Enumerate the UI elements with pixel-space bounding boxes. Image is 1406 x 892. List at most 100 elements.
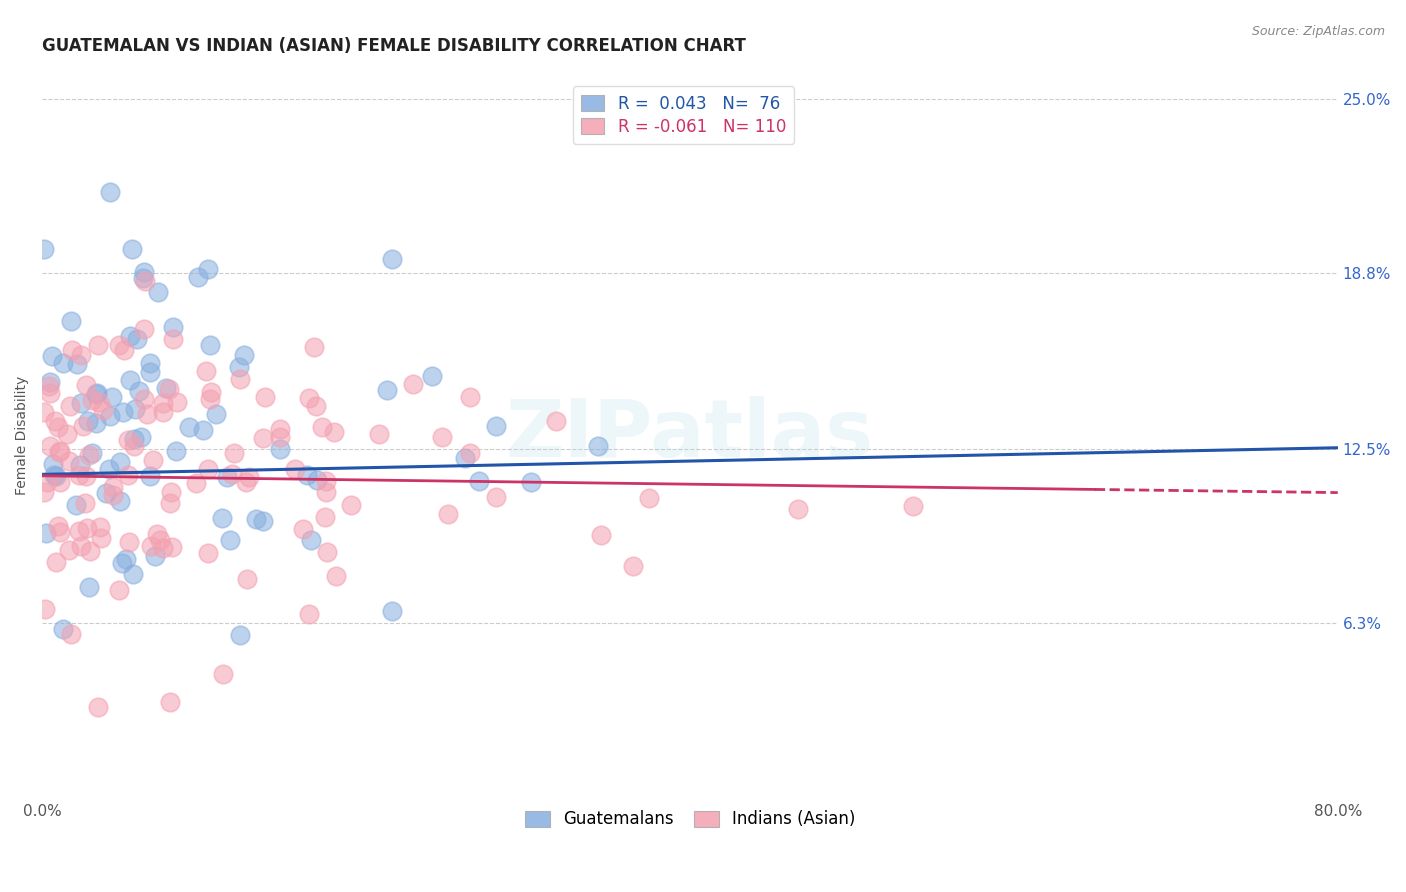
Point [139, 365, 162, 379]
Point [252, 514, 274, 528]
Point [402, 376, 425, 391]
Point [484, 491, 506, 505]
Point [118, 535, 141, 549]
Point [58, 542, 80, 557]
Point [149, 533, 172, 547]
Point [381, 252, 404, 266]
Point [292, 522, 315, 536]
Point [97, 461, 120, 475]
Point [58, 454, 80, 468]
Point [159, 695, 181, 709]
Point [90, 532, 112, 546]
Point [177, 420, 200, 434]
Point [297, 607, 319, 621]
Point [87, 338, 110, 352]
Point [48, 445, 70, 459]
Point [307, 473, 329, 487]
Point [432, 430, 454, 444]
Point [59, 399, 82, 413]
Point [340, 498, 363, 512]
Point [39, 386, 62, 401]
Point [229, 372, 252, 386]
Point [621, 559, 644, 574]
Point [160, 485, 183, 500]
Point [544, 414, 567, 428]
Point [122, 439, 145, 453]
Point [228, 360, 250, 375]
Point [98, 185, 121, 199]
Point [136, 407, 159, 421]
Point [37, 475, 59, 489]
Point [86, 385, 108, 400]
Point [519, 475, 541, 490]
Point [186, 476, 208, 491]
Point [460, 446, 482, 460]
Point [76, 415, 98, 429]
Text: Source: ZipAtlas.com: Source: ZipAtlas.com [1251, 25, 1385, 38]
Point [197, 261, 219, 276]
Point [302, 340, 325, 354]
Point [69, 348, 91, 362]
Point [49, 475, 72, 490]
Point [458, 390, 481, 404]
Point [75, 378, 97, 392]
Point [146, 285, 169, 300]
Point [139, 356, 162, 370]
Point [69, 539, 91, 553]
Point [128, 384, 150, 399]
Point [84, 387, 107, 401]
Point [901, 499, 924, 513]
Point [129, 430, 152, 444]
Point [56, 427, 79, 442]
Point [66, 357, 89, 371]
Point [98, 409, 121, 423]
Point [121, 566, 143, 581]
Point [75, 496, 97, 510]
Text: ZIPatlas: ZIPatlas [506, 396, 875, 475]
Point [143, 549, 166, 563]
Point [39, 376, 62, 390]
Point [197, 462, 219, 476]
Point [134, 275, 156, 289]
Point [638, 491, 661, 506]
Point [325, 569, 347, 583]
Point [145, 527, 167, 541]
Point [198, 392, 221, 406]
Point [118, 329, 141, 343]
Point [217, 469, 239, 483]
Point [108, 582, 131, 597]
Point [52, 356, 75, 370]
Point [437, 507, 460, 521]
Point [132, 271, 155, 285]
Point [236, 572, 259, 586]
Point [316, 545, 339, 559]
Point [79, 544, 101, 558]
Point [222, 446, 245, 460]
Point [187, 270, 209, 285]
Point [235, 475, 257, 490]
Point [121, 242, 143, 256]
Point [152, 396, 174, 410]
Point [75, 468, 97, 483]
Point [205, 408, 228, 422]
Point [228, 628, 250, 642]
Point [238, 470, 260, 484]
Text: GUATEMALAN VS INDIAN (ASIAN) FEMALE DISABILITY CORRELATION CHART: GUATEMALAN VS INDIAN (ASIAN) FEMALE DISA… [42, 37, 747, 55]
Point [787, 502, 810, 516]
Point [32, 485, 55, 500]
Point [162, 332, 184, 346]
Point [322, 425, 344, 440]
Point [46, 519, 69, 533]
Point [152, 541, 174, 555]
Point [284, 461, 307, 475]
Point [44, 414, 66, 428]
Point [589, 527, 612, 541]
Point [305, 399, 328, 413]
Point [420, 369, 443, 384]
Point [84, 417, 107, 431]
Point [125, 332, 148, 346]
Point [195, 364, 218, 378]
Point [117, 434, 139, 448]
Point [80, 446, 103, 460]
Point [60, 343, 83, 357]
